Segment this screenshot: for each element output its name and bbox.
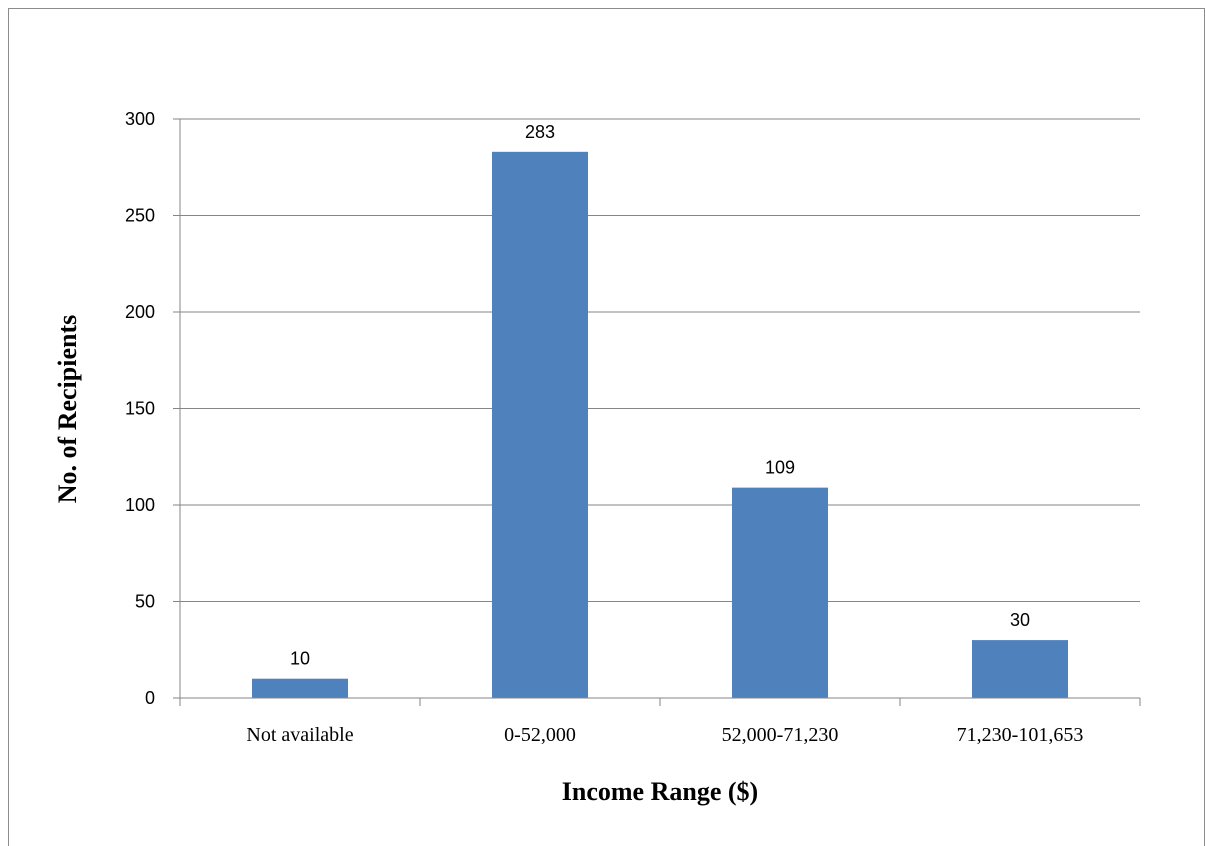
axes	[173, 118, 1141, 706]
bar	[972, 640, 1068, 698]
x-tick-label: 52,000-71,230	[722, 724, 839, 746]
bar	[732, 487, 828, 698]
y-tick-label: 150	[125, 399, 155, 419]
labels: 0 50 100 150 200 250 300 10 Not available 283 0-52…	[125, 109, 1083, 746]
data-label: 109	[765, 458, 795, 478]
gridlines	[180, 118, 1140, 602]
y-tick-label: 250	[125, 206, 155, 226]
bars	[252, 151, 1068, 698]
bar	[252, 678, 348, 698]
y-tick-label: 300	[125, 109, 155, 129]
y-tick-label: 50	[135, 592, 155, 612]
y-tick-label: 200	[125, 302, 155, 322]
y-axis-title: No. of Recipients	[53, 315, 82, 503]
x-tick-label: 0-52,000	[504, 724, 576, 746]
data-label: 283	[525, 122, 555, 142]
x-axis-title: Income Range ($)	[562, 777, 758, 806]
y-tick-label: 100	[125, 495, 155, 515]
y-tick-label: 0	[145, 688, 155, 708]
chart-border	[8, 8, 1205, 846]
bar	[492, 151, 588, 698]
x-tick-label: 71,230-101,653	[957, 724, 1084, 746]
data-label: 10	[290, 649, 310, 669]
data-label: 30	[1010, 610, 1030, 630]
x-tick-label: Not available	[246, 724, 353, 746]
